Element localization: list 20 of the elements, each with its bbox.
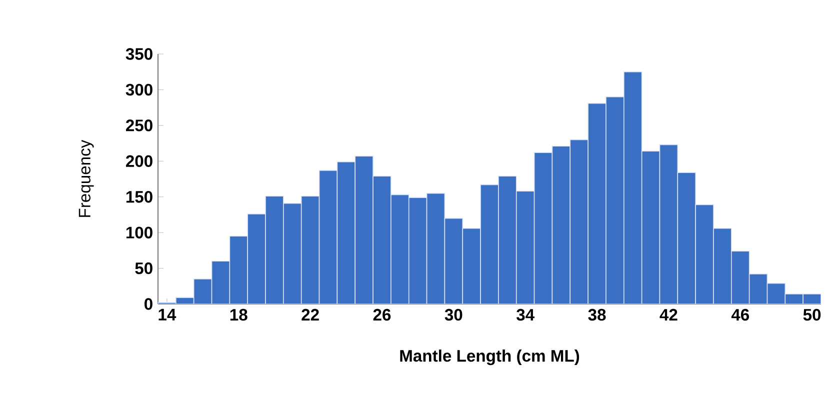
y-tick-label: 350 [126, 48, 152, 60]
y-tick-label: 0 [144, 298, 152, 310]
y-tick-label: 150 [126, 190, 152, 203]
x-tick-label: 18 [230, 308, 248, 321]
x-axis-title: Mantle Length (cm ML) [400, 350, 580, 366]
x-tick-label: 22 [302, 308, 319, 320]
y-tick-label: 300 [126, 84, 152, 96]
x-tick-label: 30 [444, 308, 462, 321]
x-tick-label: 50 [803, 308, 821, 321]
x-tick-label: 46 [731, 308, 750, 321]
x-tick-label: 38 [588, 308, 606, 321]
x-tick-label: 26 [373, 308, 391, 321]
x-tick-label: 34 [516, 308, 534, 321]
x-tick-label: 42 [660, 308, 678, 320]
y-tick-label: 200 [126, 155, 152, 168]
y-tick-label: 50 [135, 262, 152, 274]
y-tick-label: 100 [126, 226, 152, 238]
y-axis-title: Frequency [78, 140, 94, 217]
y-tick-label: 250 [126, 120, 152, 132]
x-tick-label: 14 [158, 308, 176, 320]
